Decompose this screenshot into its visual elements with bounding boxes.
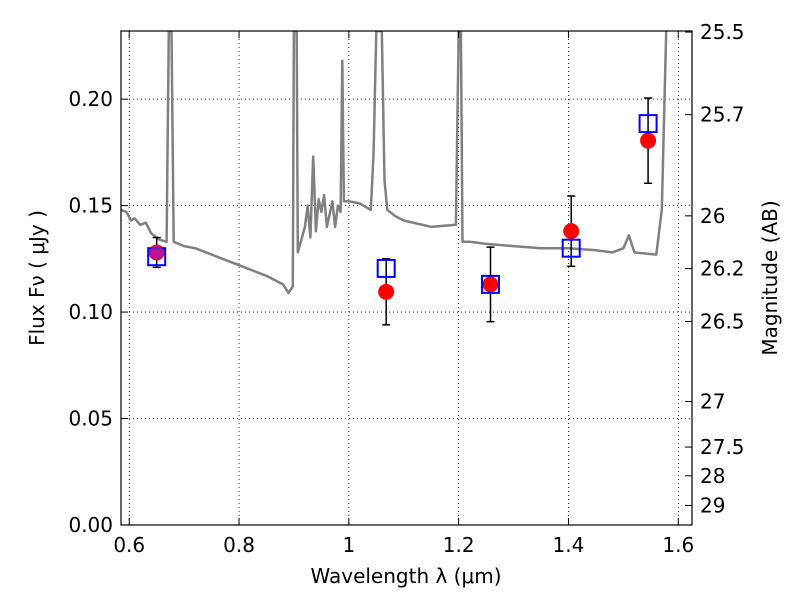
y2-tick-label-8: 29: [700, 493, 725, 517]
y-tick-label-3: 0.15: [68, 194, 113, 218]
x-axis-label: Wavelength λ (μm): [310, 564, 501, 588]
observed-point-4: [640, 132, 657, 149]
x-tick-label-5: 1.6: [662, 533, 694, 557]
observed-point-2: [482, 276, 499, 293]
y2-tick-label-6: 27.5: [700, 435, 745, 459]
y-tick-label-2: 0.10: [68, 300, 113, 324]
x-tick-label-3: 1.2: [443, 533, 475, 557]
y2-tick-label-0: 25.5: [700, 20, 745, 44]
x-tick-label-0: 0.6: [113, 533, 145, 557]
points-layer: [147, 97, 658, 326]
y2-tick-label-5: 27: [700, 390, 725, 414]
y2-axis-label: Magnitude (AB): [758, 200, 782, 355]
model-point-4: [638, 114, 658, 134]
plot-background: [121, 31, 692, 525]
observed-point-1: [378, 283, 395, 300]
model-point-2: [481, 274, 501, 294]
y2-tick-label-1: 25.7: [700, 103, 745, 127]
y-tick-label-4: 0.20: [68, 87, 113, 111]
observed-point-3: [563, 223, 580, 240]
axes-frame: [120, 30, 693, 526]
x-tick-label-1: 0.8: [223, 533, 255, 557]
y2-tick-label-2: 26: [700, 204, 725, 228]
tick-marks-and-labels: 0.6 0.8 1 1.2 1.4 1.6 0.00 0.05 0.10 0.15 0.20 25.5…: [68, 20, 744, 557]
y2-tick-label-3: 26.2: [700, 257, 745, 281]
y2-tick-label-4: 26.5: [700, 309, 745, 333]
model-point-1: [376, 258, 396, 278]
plot-frame: [120, 30, 693, 526]
x-tick-label-4: 1.4: [553, 533, 585, 557]
x-tick-label-2: 1: [342, 533, 355, 557]
y-axis-label: Flux Fν ( μJy ): [25, 210, 49, 346]
y-tick-label-0: 0.00: [68, 513, 113, 537]
spectrum-layer: [121, 31, 668, 295]
overlap-point-0: [149, 245, 164, 260]
spectrum-line: [121, 31, 668, 295]
y-tick-label-1: 0.05: [68, 407, 113, 431]
y2-tick-label-7: 28: [700, 464, 725, 488]
model-point-3: [561, 238, 581, 258]
